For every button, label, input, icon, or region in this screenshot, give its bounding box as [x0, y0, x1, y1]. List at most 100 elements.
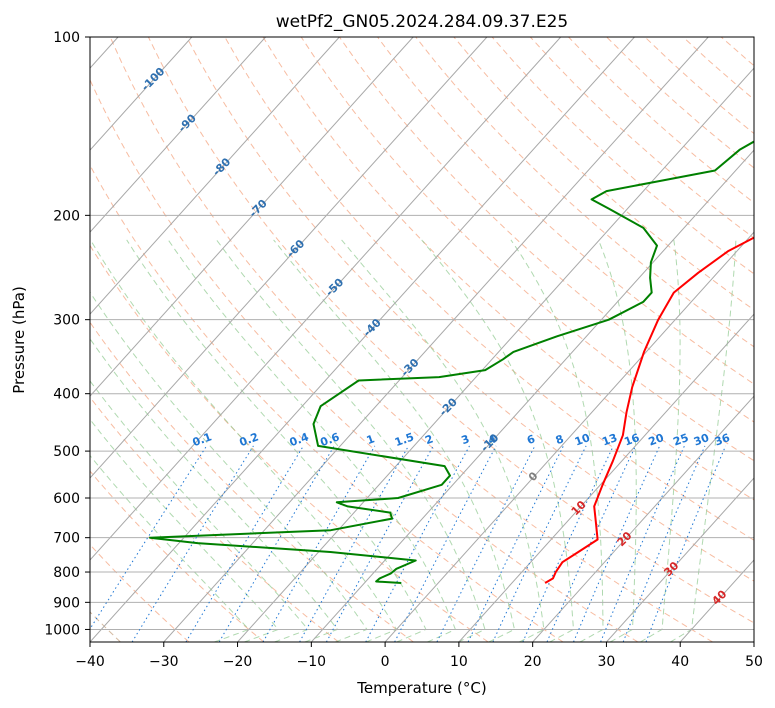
dry-adiabat-line	[90, 164, 564, 642]
mixing-ratio-label: 25	[671, 431, 690, 448]
mixing-ratio-lines	[90, 445, 727, 642]
isotherm-line	[532, 395, 754, 642]
chart-title: wetPf2_GN05.2024.284.09.37.E25	[276, 12, 568, 32]
moist-adiabat-line	[510, 239, 604, 642]
mixing-ratio-label: 0.4	[288, 430, 311, 449]
y-tick-label: 1000	[44, 622, 80, 638]
isotherm-line	[384, 231, 754, 642]
mixing-ratio-line	[573, 445, 661, 642]
dry-adiabat-line	[338, 37, 754, 423]
series-layer	[149, 140, 754, 584]
isotherm-line	[679, 559, 754, 642]
mixing-ratio-line	[467, 445, 564, 642]
mixing-ratio-line	[622, 445, 706, 642]
dry-adiabat-line	[720, 37, 754, 67]
mixing-ratio-line	[600, 445, 685, 642]
y-tick-label: 200	[53, 208, 80, 224]
dry-adiabat-line	[262, 37, 754, 501]
dry-adiabats	[90, 37, 775, 642]
dry-adiabat-line	[90, 543, 190, 642]
x-tick-label: −10	[297, 654, 327, 670]
x-tick-label: −20	[223, 654, 253, 670]
moist-adiabat-line	[421, 239, 575, 642]
moist-adiabat-line	[90, 291, 368, 642]
mixing-ratio-label: 1.5	[393, 430, 416, 449]
dry-adiabat-line	[186, 37, 754, 582]
dry-adiabat-line	[453, 37, 754, 311]
moist-adiabat-line	[273, 239, 516, 642]
y-tick-label: 700	[53, 531, 80, 547]
moist-adiabat-line	[126, 239, 427, 642]
isotherm-line	[90, 37, 562, 561]
y-tick-label: 100	[53, 30, 80, 46]
plot-area: 0.1 0.2 0.4 0.6 1 1.5 2 3 4 6 8 10 13 16 20 25 30 36-100-…	[90, 37, 775, 642]
dry-adiabat-line	[415, 37, 754, 348]
dry-adiabat-line	[682, 37, 754, 101]
dry-adiabat-line	[529, 37, 754, 239]
dry-adiabat-line	[491, 37, 754, 275]
moist-adiabat-line	[670, 239, 737, 642]
dry-adiabat-line	[90, 470, 265, 642]
mixing-ratio-label: 13	[600, 431, 619, 448]
y-tick-label: 300	[53, 313, 80, 329]
x-tick-label: 10	[450, 654, 468, 670]
mixing-ratio-label: 8	[554, 432, 566, 447]
mixing-ratio-label: 4	[486, 432, 498, 447]
isotherm-line	[90, 37, 488, 479]
dry-adiabat-line	[759, 37, 775, 642]
moist-adiabat-line	[90, 418, 280, 642]
moist-adiabat-line	[216, 239, 486, 642]
profile-line	[544, 236, 754, 584]
mixing-ratio-label: 6	[525, 432, 537, 447]
dry-adiabat-line	[90, 321, 414, 642]
mixing-ratio-label: 30	[692, 431, 711, 449]
mixing-ratio-line	[131, 445, 254, 642]
isotherms	[90, 37, 754, 642]
mixing-ratio-label: 3	[460, 432, 472, 447]
mixing-ratio-line	[90, 445, 208, 630]
x-tick-label: −30	[149, 654, 179, 670]
x-axis-label: Temperature (°C)	[356, 679, 486, 697]
mixing-ratio-label: 0.2	[238, 430, 261, 449]
mixing-ratio-line	[185, 445, 304, 642]
moist-adiabat-line	[90, 380, 309, 642]
isotherm-line	[753, 641, 754, 642]
x-tick-label: −40	[75, 654, 105, 670]
x-tick-label: 30	[598, 654, 616, 670]
moist-adiabat-line	[640, 239, 681, 642]
isotherm-line	[310, 149, 754, 642]
dry-adiabat-line	[147, 37, 754, 624]
dry-adiabat-line	[90, 244, 489, 642]
dry-adiabat-line	[377, 37, 754, 385]
mixing-ratio-line	[365, 445, 470, 642]
moist-adiabat-line	[167, 239, 457, 642]
dry-adiabat-line	[644, 37, 754, 135]
y-axis: 100 200 300 400 500 600 700 800 900 1000	[44, 30, 90, 638]
profile-line	[149, 140, 754, 584]
y-tick-label: 800	[53, 565, 80, 581]
mixing-ratio-label: 10	[573, 431, 592, 449]
mixing-ratio-label: 0.6	[319, 430, 342, 449]
mixing-ratio-line	[262, 445, 376, 642]
y-axis-label: Pressure (hPa)	[10, 286, 28, 394]
x-axis: −40 −30 −20 −10 0 10 20 30 40 50	[75, 642, 763, 670]
mixing-ratio-label: 2	[423, 432, 435, 447]
y-tick-label: 900	[53, 595, 80, 611]
mixing-ratio-line	[325, 445, 434, 642]
x-tick-label: 0	[381, 654, 390, 670]
isotherm-line	[90, 37, 635, 642]
isotherm-line	[90, 37, 266, 233]
dry-adiabat-line	[109, 37, 713, 642]
isotherm-line	[237, 67, 754, 642]
mixing-ratio-label: 1	[365, 432, 377, 447]
x-tick-label: 50	[745, 654, 763, 670]
dry-adiabat-line	[90, 78, 639, 642]
dry-adiabat-line	[90, 396, 339, 642]
moist-adiabat-line	[90, 337, 339, 642]
mixing-ratio-line	[492, 445, 587, 642]
x-tick-label: 20	[524, 654, 542, 670]
moist-adiabats	[90, 239, 737, 642]
plot-frame	[89, 36, 755, 643]
mixing-ratio-line	[645, 445, 727, 642]
